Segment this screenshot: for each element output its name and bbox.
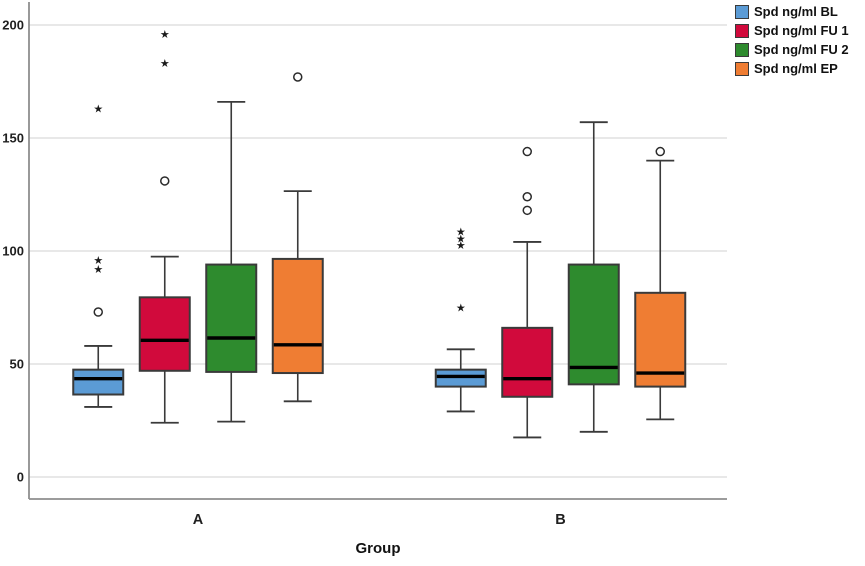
y-tick-label: 0 xyxy=(17,470,24,485)
outlier-circle xyxy=(522,146,532,157)
outlier-circle xyxy=(655,146,665,157)
legend-item: Spd ng/ml BL xyxy=(735,2,849,21)
legend-item: Spd ng/ml FU 2 xyxy=(735,40,849,59)
legend-swatch-icon xyxy=(735,61,749,76)
legend-swatch-icon xyxy=(735,42,749,57)
outlier-star: ★ xyxy=(93,103,103,115)
iqr-box xyxy=(634,291,687,388)
legend-swatch-icon xyxy=(735,23,749,38)
iqr-box xyxy=(72,368,125,396)
box-spd-ng-ml-fu-1-group-a: ★★ xyxy=(138,29,191,424)
outlier-star: ★ xyxy=(93,264,103,276)
outlier-circle xyxy=(522,205,532,216)
legend-item-label: Spd ng/ml EP xyxy=(754,61,838,76)
legend-swatch-icon xyxy=(735,4,749,19)
iqr-box xyxy=(205,263,258,373)
iqr-box xyxy=(271,257,324,375)
y-tick-label: 50 xyxy=(10,357,24,372)
outlier-star: ★ xyxy=(456,233,466,245)
iqr-box xyxy=(567,263,620,386)
outlier-circle xyxy=(293,72,303,82)
box-spd-ng-ml-fu-1-group-b xyxy=(501,146,554,439)
x-tick-label-a: A xyxy=(193,512,204,528)
x-tick-label-b: B xyxy=(555,512,565,528)
outlier-circle xyxy=(522,192,532,202)
box-spd-ng-ml-ep-group-a xyxy=(271,72,324,403)
box-spd-ng-ml-fu-2-group-a xyxy=(205,100,258,423)
legend: Spd ng/ml BL Spd ng/ml FU 1 Spd ng/ml FU 2… xyxy=(735,2,849,78)
legend-item: Spd ng/ml EP xyxy=(735,59,849,78)
legend-item-label: Spd ng/ml BL xyxy=(754,4,838,19)
box-spd-ng-ml-ep-group-b xyxy=(634,146,687,421)
box-spd-ng-ml-bl-group-a: ★★★ xyxy=(72,103,125,408)
outlier-circle xyxy=(160,176,170,186)
outlier-star: ★ xyxy=(160,58,170,70)
legend-item-label: Spd ng/ml FU 2 xyxy=(754,42,849,57)
outlier-star: ★ xyxy=(456,240,466,252)
x-axis-title: Group xyxy=(355,540,401,557)
y-tick-label: 200 xyxy=(2,18,24,33)
outlier-star: ★ xyxy=(456,227,466,239)
box-spd-ng-ml-fu-2-group-b xyxy=(567,121,620,433)
outlier-circle xyxy=(93,307,103,317)
y-tick-label: 150 xyxy=(2,131,24,146)
outlier-star: ★ xyxy=(93,255,103,267)
iqr-box xyxy=(138,296,191,372)
legend-item: Spd ng/ml FU 1 xyxy=(735,21,849,40)
outlier-star: ★ xyxy=(160,29,170,41)
outlier-star: ★ xyxy=(456,302,466,314)
iqr-box xyxy=(501,326,554,398)
y-tick-label: 100 xyxy=(2,244,24,259)
legend-item-label: Spd ng/ml FU 1 xyxy=(754,23,849,38)
box-spd-ng-ml-bl-group-b: ★★★★ xyxy=(434,227,487,413)
